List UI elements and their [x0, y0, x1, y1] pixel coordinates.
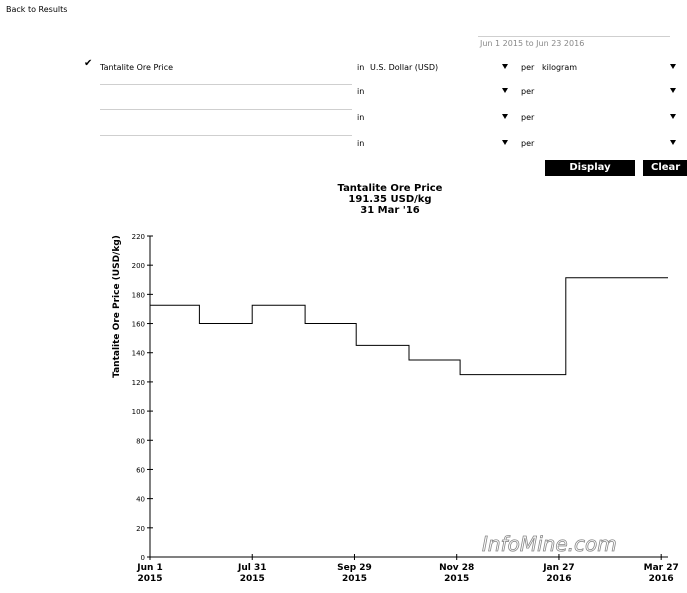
x-tick-year-label: 2016: [546, 574, 571, 584]
y-tick-label: 0: [141, 554, 145, 562]
series-in-label: in: [357, 87, 365, 96]
x-tick-label: Mar 27: [644, 563, 679, 573]
unit-dropdown-icon[interactable]: [670, 88, 676, 93]
series-name-underline: [100, 109, 352, 110]
y-tick-label: 200: [132, 262, 145, 270]
y-axis-label: Tantalite Ore Price (USD/kg): [112, 235, 122, 378]
y-tick-label: 180: [132, 291, 145, 299]
series-selected-check-icon: ✔: [84, 58, 93, 69]
y-axis-ticks: 0 20 40 60 80 100 120 140 160 180 200 220: [132, 233, 153, 562]
chart-title: Tantalite Ore Price: [337, 183, 443, 194]
x-tick-label: Nov 28: [439, 563, 474, 573]
currency-dropdown-icon[interactable]: [502, 140, 508, 145]
y-tick-label: 160: [132, 321, 145, 329]
watermark-text: InfoMine.com: [482, 532, 617, 556]
unit-dropdown-icon[interactable]: [670, 114, 676, 119]
y-tick-label: 100: [132, 408, 145, 416]
series-per-label: per: [521, 63, 535, 72]
x-tick-year-label: 2015: [444, 574, 469, 584]
currency-dropdown-icon[interactable]: [502, 88, 508, 93]
y-tick-label: 40: [136, 496, 145, 504]
chart-subtitle-value: 191.35 USD/kg: [348, 194, 432, 205]
y-tick-label: 140: [132, 350, 145, 358]
clear-button[interactable]: Clear: [643, 160, 687, 176]
unit-select[interactable]: kilogram: [542, 63, 578, 72]
x-tick-year-label: 2015: [137, 574, 162, 584]
price-series-line: [150, 277, 668, 376]
series-name-underline: [100, 135, 352, 136]
y-tick-label: 80: [136, 437, 145, 445]
x-tick-label: Jul 31: [237, 563, 267, 573]
unit-dropdown-icon[interactable]: [670, 140, 676, 145]
series-per-label: per: [521, 113, 535, 122]
display-button[interactable]: Display: [545, 160, 635, 176]
x-tick-label: Jun 1: [136, 563, 163, 573]
series-in-label: in: [357, 139, 365, 148]
chart-axes: [149, 236, 668, 558]
currency-dropdown-icon[interactable]: [502, 114, 508, 119]
x-tick-year-label: 2015: [342, 574, 367, 584]
date-range-field[interactable]: Jun 1 2015 to Jun 23 2016: [480, 39, 585, 48]
series-name-underline: [100, 84, 352, 85]
currency-select[interactable]: U.S. Dollar (USD): [370, 63, 439, 72]
y-tick-label: 120: [132, 379, 145, 387]
back-to-results-link[interactable]: Back to Results: [6, 5, 68, 14]
x-tick-year-label: 2016: [649, 574, 674, 584]
x-tick-label: Sep 29: [337, 563, 372, 573]
y-tick-label: 20: [136, 525, 145, 533]
series-per-label: per: [521, 139, 535, 148]
currency-dropdown-icon[interactable]: [502, 64, 508, 69]
x-tick-year-label: 2015: [240, 574, 265, 584]
date-range-underline: [478, 36, 670, 37]
x-tick-label: Jan 27: [542, 563, 575, 573]
series-per-label: per: [521, 87, 535, 96]
unit-dropdown-icon[interactable]: [670, 64, 676, 69]
series-in-label: in: [357, 113, 365, 122]
series-in-label: in: [357, 63, 365, 72]
y-tick-label: 60: [136, 466, 145, 474]
chart-subtitle-date: 31 Mar '16: [360, 205, 420, 216]
series-name-field[interactable]: Tantalite Ore Price: [100, 63, 174, 72]
y-tick-label: 220: [132, 233, 145, 241]
chart-series: [150, 277, 668, 376]
